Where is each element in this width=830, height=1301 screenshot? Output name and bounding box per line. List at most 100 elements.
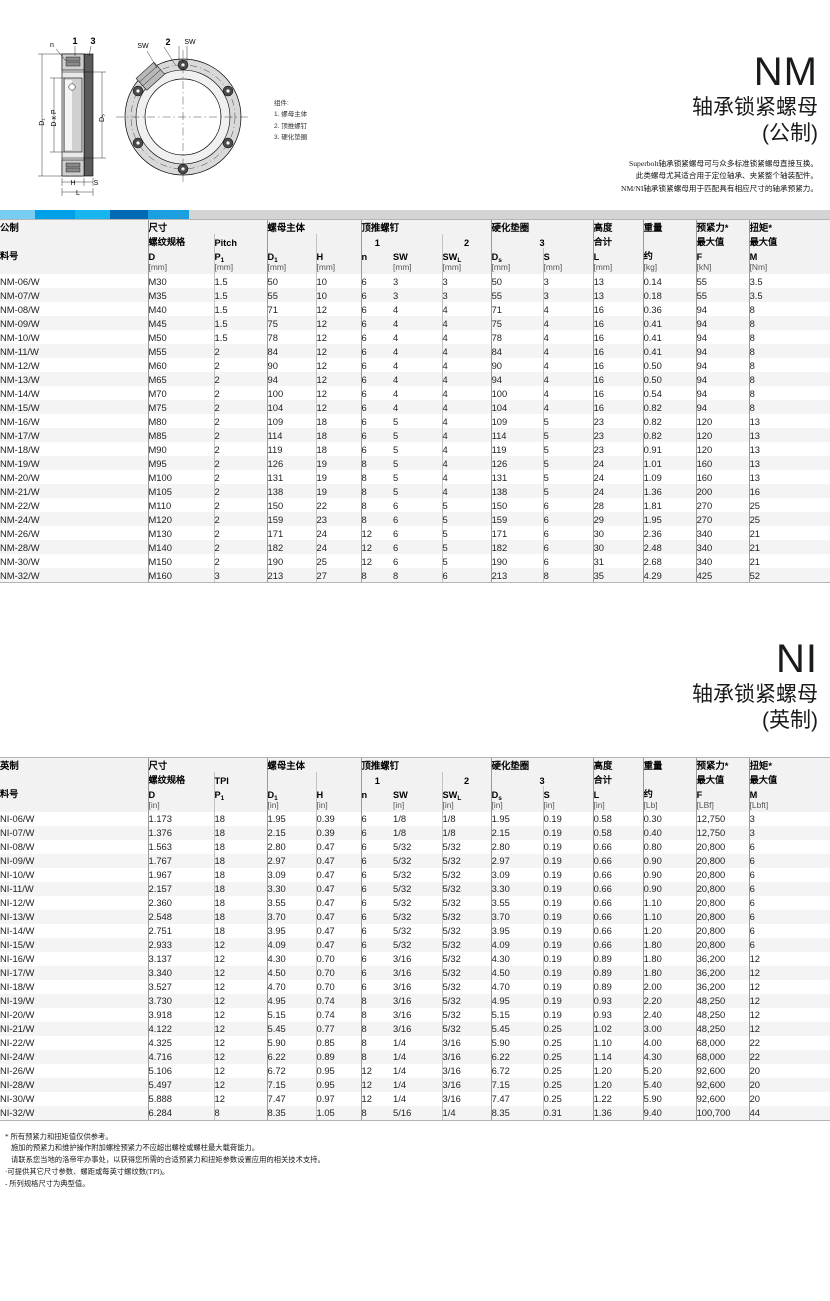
cell-SWL: 5 bbox=[441, 498, 492, 512]
nm-group-part: 公制 bbox=[0, 219, 148, 234]
cell-S: 3 bbox=[542, 288, 594, 302]
cell-M: 6 bbox=[748, 937, 830, 952]
cell-D1: 213 bbox=[266, 568, 317, 583]
cell-L: 28 bbox=[592, 498, 644, 512]
cell-H: 10 bbox=[315, 274, 362, 288]
cell-D: M105 bbox=[147, 484, 214, 498]
nm-unit-system: (公制) bbox=[762, 122, 818, 146]
ni-sym-F: F bbox=[695, 785, 750, 800]
cell-S: 6 bbox=[542, 526, 594, 540]
cell-part: NM-17/W bbox=[0, 428, 148, 442]
nm-group-height: 高度 bbox=[592, 219, 644, 234]
cell-SWL: 4 bbox=[441, 330, 492, 344]
cell-Ds: 138 bbox=[490, 484, 544, 498]
cell-S: 0.25 bbox=[542, 1021, 594, 1036]
table-row: NI-18/W 3.527 12 4.70 0.70 6 3/16 5/32 4.70 0.19 0… bbox=[0, 979, 830, 994]
cell-weight: 0.14 bbox=[642, 274, 697, 288]
ni-symbol-row: 料号 D P1 D1 H n SW SWL Ds S L 约 F M bbox=[0, 785, 830, 802]
footnote-line-2: 施加的预紧力和维护操作附加螺栓预紧力不应超出螺栓或螺柱最大载荷能力。 bbox=[11, 1143, 260, 1153]
ni-group-height: 高度 bbox=[592, 756, 644, 772]
cell-S: 0.19 bbox=[542, 993, 594, 1008]
table-row: NM-15/W M75 2 104 12 6 4 4 104 4 16 0.82 94 8 bbox=[0, 400, 830, 414]
cell-Ds: 50 bbox=[490, 274, 544, 288]
cell-M: 52 bbox=[748, 568, 830, 583]
nm-group-washer: 硬化垫圈 bbox=[490, 219, 594, 234]
cell-H: 12 bbox=[315, 344, 362, 358]
cell-S: 0.19 bbox=[542, 867, 594, 882]
cell-part: NM-15/W bbox=[0, 400, 148, 414]
cell-D: M65 bbox=[147, 372, 214, 386]
cell-n: 12 bbox=[360, 1091, 394, 1106]
cell-SWL: 3/16 bbox=[441, 1091, 492, 1106]
cell-weight: 3.00 bbox=[642, 1021, 697, 1036]
cell-Ds: 3.55 bbox=[490, 895, 544, 910]
nm-subhead-torque-max: 最大值 bbox=[748, 234, 830, 248]
ni-sym-L: L bbox=[592, 785, 644, 800]
cell-H: 12 bbox=[315, 302, 362, 316]
cell-H: 12 bbox=[315, 400, 362, 414]
ni-sym-D: D bbox=[147, 785, 214, 800]
nm-unit-F: [kN] bbox=[695, 262, 750, 274]
cell-part: NI-07/W bbox=[0, 825, 148, 840]
ni-unit-system: (英制) bbox=[762, 709, 818, 733]
cell-part: NM-12/W bbox=[0, 359, 40, 371]
cell-SW: 4 bbox=[393, 316, 443, 330]
callout-1: 1 bbox=[72, 36, 77, 46]
cell-D1: 5.15 bbox=[266, 1007, 317, 1022]
color-bar-segment-1 bbox=[0, 210, 35, 219]
cell-D1: 2.97 bbox=[266, 853, 317, 868]
cell-part: NI-13/W bbox=[0, 909, 148, 924]
table-row: NM-10/W M50 1.5 78 12 6 4 4 78 4 16 0.41 94 8 bbox=[0, 330, 830, 344]
cell-weight: 0.18 bbox=[642, 288, 697, 302]
cell-L: 0.66 bbox=[592, 923, 644, 938]
cell-n: 6 bbox=[360, 372, 394, 386]
cell-SWL: 3/16 bbox=[441, 1035, 492, 1050]
cell-part: NI-18/W bbox=[0, 981, 35, 992]
cell-D1: 7.15 bbox=[266, 1077, 317, 1092]
table-row: NI-19/W 3.730 12 4.95 0.74 8 3/16 5/32 4.95 0.19 0… bbox=[0, 993, 830, 1008]
cell-S: 0.25 bbox=[542, 1063, 594, 1078]
cell-F: 20,800 bbox=[695, 923, 750, 938]
cell-SW: 8 bbox=[393, 568, 443, 583]
cell-L: 24 bbox=[592, 484, 644, 498]
cell-D1: 90 bbox=[266, 358, 317, 372]
cell-H: 0.39 bbox=[315, 825, 362, 840]
table-row: NI-10/W 1.967 18 3.09 0.47 6 5/32 5/32 3.09 0.19 0… bbox=[0, 867, 830, 882]
cell-SW: 3 bbox=[393, 288, 443, 302]
cell-Ds: 171 bbox=[490, 526, 544, 540]
cell-F: 425 bbox=[695, 568, 750, 583]
cell-M: 20 bbox=[748, 1091, 830, 1106]
cell-L: 0.66 bbox=[592, 839, 644, 854]
cell-SWL: 5/32 bbox=[441, 881, 492, 896]
cell-P1: 12 bbox=[213, 1007, 268, 1022]
table-row: NM-16/W M80 2 109 18 6 5 4 109 5 23 0.82 120 13 bbox=[0, 414, 830, 428]
cell-F: 20,800 bbox=[695, 881, 750, 896]
cell-SWL: 3/16 bbox=[441, 1049, 492, 1064]
ni-unit-SW: [in] bbox=[393, 799, 443, 812]
nm-description: Superbolt轴承锁紧螺母可与众多标准锁紧螺母直接互换。 此类螺母尤其适合用… bbox=[388, 158, 818, 196]
nm-group-dims: 尺寸 bbox=[147, 219, 268, 234]
cell-n: 6 bbox=[360, 979, 394, 994]
cell-SWL: 6 bbox=[441, 568, 492, 583]
plan-view bbox=[116, 46, 250, 184]
cell-SWL: 1/8 bbox=[441, 825, 492, 840]
cell-weight: 1.80 bbox=[642, 937, 697, 952]
cell-F: 20,800 bbox=[695, 839, 750, 854]
cell-D: 3.137 bbox=[147, 951, 214, 966]
cell-P1: 2 bbox=[213, 470, 268, 484]
cell-weight: 1.80 bbox=[642, 951, 697, 966]
cell-weight: 1.01 bbox=[642, 456, 697, 470]
table-row: NM-17/W M85 2 114 18 6 5 4 114 5 23 0.82 120 13 bbox=[0, 428, 830, 442]
drawing-legend: 组件: 1. 螺母主体 2. 顶推螺钉 3. 硬化垫圈 bbox=[274, 98, 307, 144]
footnote-line-4: ·可提供其它尺寸参数、螺距或每英寸螺纹数(TPI)。 bbox=[5, 1166, 170, 1176]
cell-D1: 150 bbox=[266, 498, 317, 512]
cell-weight: 0.90 bbox=[642, 867, 697, 882]
cell-D1: 109 bbox=[266, 414, 317, 428]
cell-Ds: 4.95 bbox=[490, 993, 544, 1008]
cell-SW: 4 bbox=[393, 372, 443, 386]
cell-SWL: 4 bbox=[441, 484, 492, 498]
cell-SWL: 5/32 bbox=[441, 1021, 492, 1036]
cell-n: 6 bbox=[360, 414, 394, 428]
ni-subhead-tpi: TPI bbox=[213, 771, 268, 786]
cell-M: 12 bbox=[748, 965, 830, 980]
